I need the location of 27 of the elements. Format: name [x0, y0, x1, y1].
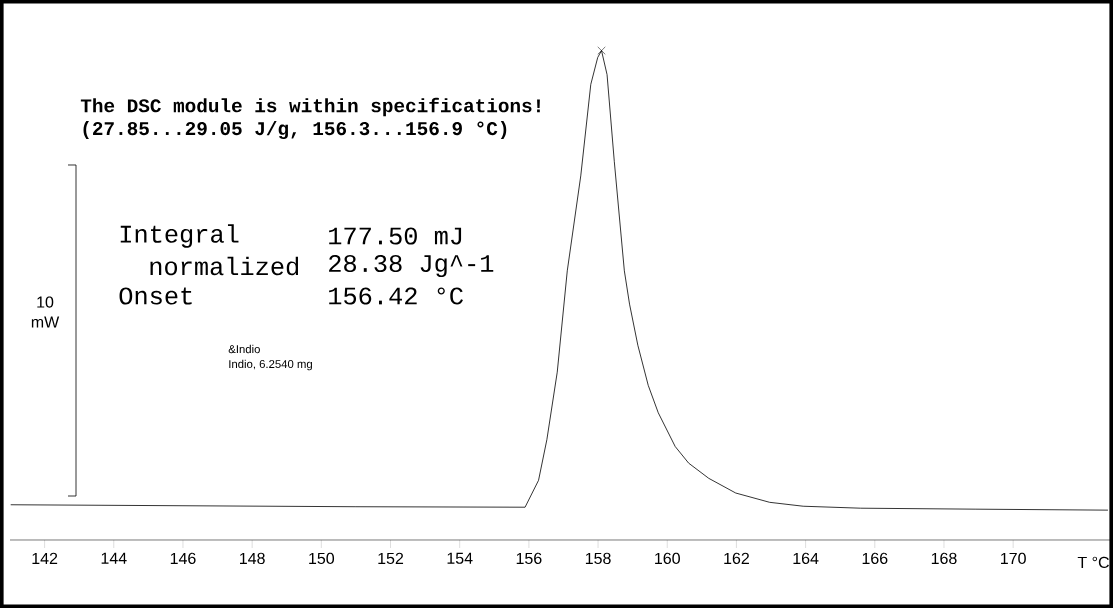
x-tick-label: 156 [516, 552, 542, 565]
annotation: 156.42 °C [329, 287, 463, 305]
x-tick-label: 164 [793, 552, 819, 565]
x-tick-label: 166 [862, 552, 888, 565]
x-tick-label: 168 [931, 552, 957, 565]
x-tick-label: 148 [240, 552, 265, 565]
x-tick-label: 142 [32, 552, 58, 564]
x-tick-label: 162 [724, 552, 749, 565]
annotation: Indio, 6.2540 mg [229, 359, 312, 371]
annotation: Integral [120, 224, 239, 248]
annotation: normalized [150, 256, 299, 276]
x-tick-label: 146 [170, 552, 196, 565]
x-tick-label: 170 [1001, 552, 1026, 565]
x-tick-label: 144 [101, 552, 127, 564]
annotation: Onset [119, 287, 192, 305]
x-tick-label: 158 [585, 552, 611, 565]
annotation: 177.50 mJ [329, 227, 462, 245]
x-tick-label: 152 [378, 552, 404, 565]
annotation: The DSC module is within specifications! [80, 97, 540, 117]
annotation: 10 mW [31, 296, 60, 328]
x-tick-label: 160 [655, 552, 680, 565]
annotation: (27.85...29.05 J/g, 156.3...156.9 °C) [83, 120, 507, 140]
annotation: 28.38 Jg^-1 [329, 254, 494, 278]
x-tick-label: 150 [309, 552, 335, 565]
annotation: &Indio [228, 344, 260, 354]
x-tick-label: 154 [447, 552, 473, 564]
x-axis-title: T °C [1077, 556, 1109, 569]
